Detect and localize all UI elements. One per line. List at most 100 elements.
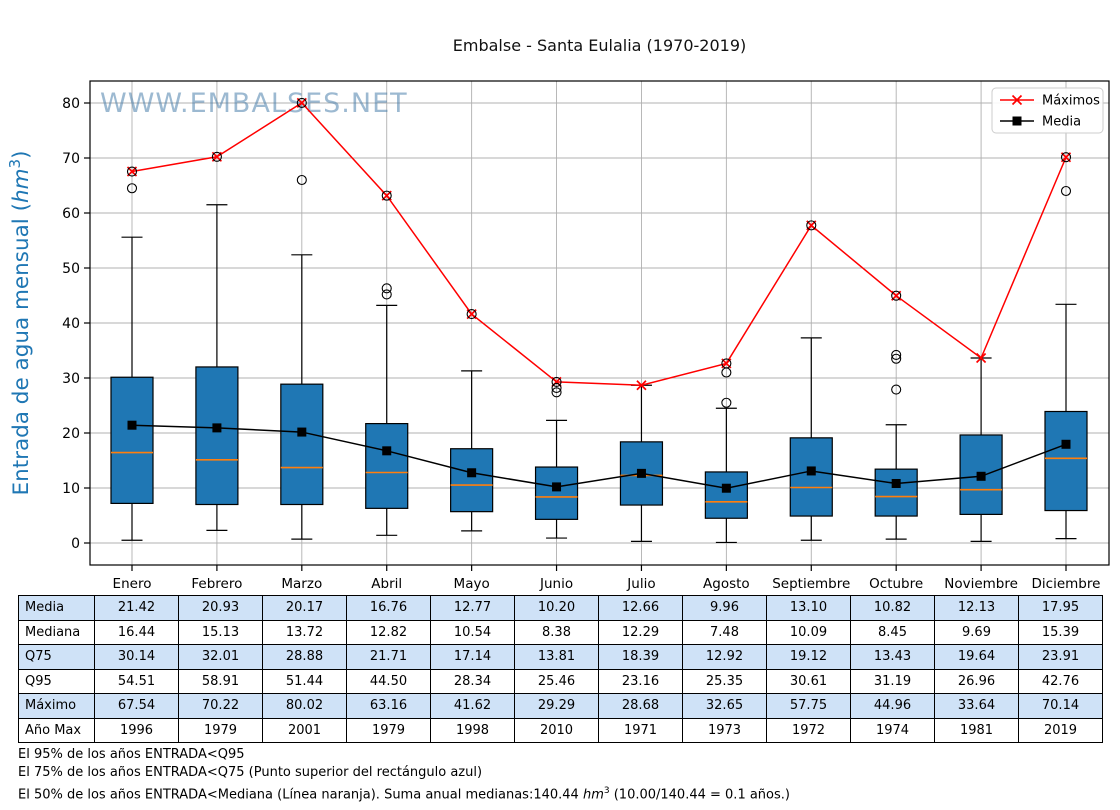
table-cell: 10.20 [514,595,599,621]
table-cell: 54.51 [94,668,179,694]
y-tick-label: 40 [62,316,80,332]
boxplot-month-11 [1044,303,1088,540]
x-tick-label: Septiembre [772,576,850,592]
table-cell: 70.22 [178,693,263,719]
y-tick-label: 50 [62,261,80,277]
table-cell: 44.50 [346,668,431,694]
footnote-3-unit: hm [582,787,604,803]
footnotes: El 95% de los años ENTRADA<Q95 El 75% de… [18,746,790,804]
boxplot-month-10 [959,357,1003,542]
table-cell: 10.82 [850,595,935,621]
y-tick-label: 20 [62,426,80,442]
axes: 0 10 20 30 40 50 60 70 80 Enero Febrero Marzo Abril M… [62,80,1110,592]
table-cell: 33.64 [934,693,1019,719]
table-cell: 41.62 [430,693,515,719]
table-cell: 1979 [178,717,263,743]
table-cell: 12.77 [430,595,515,621]
table-cell: 57.75 [766,693,851,719]
y-tick-label: 0 [71,536,80,552]
footnote-line-3: El 50% de los años ENTRADA<Mediana (Líne… [18,782,790,804]
x-tick-label: Febrero [191,576,242,592]
table-cell: 1996 [94,717,179,743]
x-tick-label: Octubre [869,576,923,592]
y-tick-label: 60 [62,206,80,222]
table-row: Año Max 1996 1979 2001 1979 1998 2010 1971 1973 1… [18,717,1103,743]
chart-title: Embalse - Santa Eulalia (1970-2019) [452,36,747,55]
table-row-label: Mediana [18,619,95,645]
table-cell: 13.72 [262,619,347,645]
boxplot-month-2 [280,254,324,540]
x-tick-label: Agosto [703,576,750,592]
table-cell: 1973 [682,717,767,743]
x-tick-label: Abril [371,576,402,592]
table-cell: 19.64 [934,644,1019,670]
table-row-label: Q75 [18,644,95,670]
table-cell: 10.09 [766,619,851,645]
table-cell: 32.65 [682,693,767,719]
table-cell: 31.19 [850,668,935,694]
x-tick-label: Diciembre [1032,576,1101,592]
table-cell: 67.54 [94,693,179,719]
boxplot-month-0 [110,236,154,541]
table-cell: 70.14 [1018,693,1103,719]
boxplot-month-5 [534,419,579,539]
table-cell: 12.13 [934,595,1019,621]
table-cell: 29.29 [514,693,599,719]
table-cell: 1971 [598,717,683,743]
table-cell: 13.10 [766,595,851,621]
boxplot-month-4 [450,370,494,532]
table-cell: 16.76 [346,595,431,621]
table-cell: 25.35 [682,668,767,694]
table-cell: 21.42 [94,595,179,621]
table-cell: 23.16 [598,668,683,694]
table-row-label: Q95 [18,668,95,694]
footnote-line-2: El 75% de los años ENTRADA<Q75 (Punto su… [18,765,483,780]
table-row-label: Máximo [18,693,95,719]
table-cell: 28.88 [262,644,347,670]
boxplot-chart: WWW.EMBALSES.NET 0 10 20 30 40 50 60 70 80 Enero Fe… [6,80,1110,592]
x-tick-label: Junio [539,576,573,592]
table-cell: 15.13 [178,619,263,645]
legend-label-media: Media [1042,115,1081,130]
table-cell: 30.61 [766,668,851,694]
table-cell: 7.48 [682,619,767,645]
table-cell: 9.96 [682,595,767,621]
maximos-line [126,97,1072,391]
gridlines [90,81,1109,565]
table-cell: 42.76 [1018,668,1103,694]
table-row-label: Media [18,595,95,621]
x-tick-label: Noviembre [944,576,1018,592]
table-cell: 30.14 [94,644,179,670]
table-cell: 17.95 [1018,595,1103,621]
footnote-3-exp: 3 [603,786,610,796]
table-row: Mediana 16.44 15.13 13.72 12.82 10.54 8.38 12.2… [18,619,1103,645]
boxplot-month-9 [874,424,918,540]
stats-table: Media 21.42 20.93 20.17 16.76 12.77 10.20 12.66… [18,595,1103,743]
outlier-markers [126,97,1072,408]
boxplot-month-1 [195,204,239,531]
footnote-line-1: El 95% de los años ENTRADA<Q95 [18,747,245,762]
footnote-3-text: El 50% de los años ENTRADA<Mediana (Líne… [18,787,583,803]
table-cell: 58.91 [178,668,263,694]
table-cell: 1972 [766,717,851,743]
table-cell: 28.68 [598,693,683,719]
table-cell: 10.54 [430,619,515,645]
table-cell: 12.29 [598,619,683,645]
x-tick-label: Marzo [281,576,322,592]
boxplot-month-7 [704,407,748,544]
y-tick-label: 80 [62,96,80,112]
table-cell: 13.81 [514,644,599,670]
table-cell: 12.92 [682,644,767,670]
x-tick-label: Mayo [454,576,490,592]
table-cell: 17.14 [430,644,515,670]
table-cell: 23.91 [1018,644,1103,670]
table-row: Máximo 67.54 70.22 80.02 63.16 41.62 29.29 28.6… [18,693,1103,719]
boxplot-month-6 [619,384,664,542]
table-cell: 26.96 [934,668,1019,694]
footnote-3-suffix: (10.00/140.44 = 0.1 años.) [609,787,790,803]
legend-media-marker [1012,116,1022,126]
y-axis-label: Entrada de agua mensual (hm3) [6,151,34,496]
table-cell: 63.16 [346,693,431,719]
table-cell: 1981 [934,717,1019,743]
table-cell: 8.45 [850,619,935,645]
